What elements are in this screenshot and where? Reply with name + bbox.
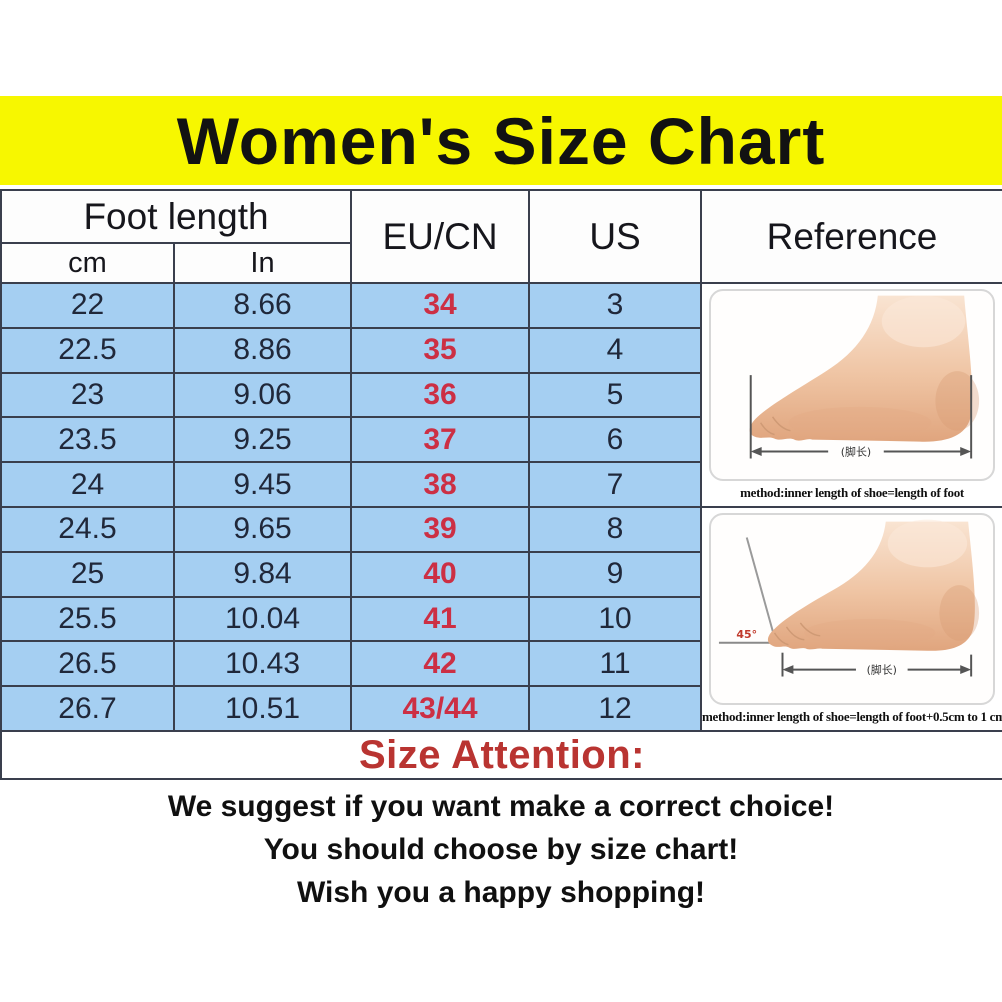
cell-eu-cn: 37 <box>350 416 531 464</box>
cell-us: 3 <box>528 282 703 329</box>
cell-us: 11 <box>528 640 703 688</box>
table-row: 26.5 10.43 42 11 <box>0 640 1002 688</box>
cell-us: 9 <box>528 550 703 598</box>
title-banner: Women's Size Chart <box>0 96 1002 185</box>
table-row: 24.5 9.65 39 8 <box>0 506 1002 732</box>
cell-eu-cn: 40 <box>350 550 531 598</box>
col-header-reference: Reference <box>700 189 1002 284</box>
foot-photo-1: (脚长) <box>709 289 996 481</box>
cell-eu-cn: 42 <box>350 640 531 688</box>
cell-us: 12 <box>528 685 703 732</box>
shopping-notes: We suggest if you want make a correct ch… <box>0 785 1002 914</box>
col-header-foot-length: Foot length <box>0 189 353 244</box>
cell-in: 10.51 <box>172 685 353 732</box>
table-row: 25 9.84 40 9 <box>0 550 1002 598</box>
cell-eu-cn: 41 <box>350 595 531 643</box>
col-header-cm: cm <box>0 242 175 284</box>
cell-eu-cn: 35 <box>350 326 531 374</box>
cell-us: 5 <box>528 371 703 419</box>
cell-cm: 26.7 <box>0 685 175 732</box>
cell-cm: 23.5 <box>0 416 175 464</box>
cell-eu-cn: 38 <box>350 461 531 508</box>
table-row: 23.5 9.25 37 6 <box>0 416 1002 464</box>
foot-measure-figure-2: 45° (脚长) method:inner length of shoe=len… <box>702 509 1002 729</box>
cell-in: 9.06 <box>172 371 353 419</box>
table-row: 22 8.66 34 3 <box>0 282 1002 508</box>
size-table: Foot length EU/CN US Reference cm In 22 … <box>0 189 1002 780</box>
note-line-2: You should choose by size chart! <box>263 833 739 866</box>
cell-cm: 24.5 <box>0 506 175 553</box>
cell-eu-cn: 43/44 <box>350 685 531 732</box>
table-row: 26.7 10.51 43/44 12 <box>0 685 1002 732</box>
cell-cm: 22.5 <box>0 326 175 374</box>
table-row: 25.5 10.04 41 10 <box>0 595 1002 643</box>
method-caption-1: method:inner length of shoe=length of fo… <box>740 485 964 500</box>
reference-cell-1: (脚长) method:inner length of shoe=length … <box>700 282 1002 508</box>
foot-photo-2: 45° (脚长) <box>709 513 996 705</box>
cell-in: 9.45 <box>172 461 353 508</box>
cell-in: 10.04 <box>172 595 353 643</box>
attention-row: Size Attention: <box>0 730 1002 780</box>
table-row: 22.5 8.86 35 4 <box>0 326 1002 374</box>
cell-cm: 22 <box>0 282 175 329</box>
cell-in: 10.43 <box>172 640 353 688</box>
cell-us: 4 <box>528 326 703 374</box>
foot-measure-figure-1: (脚长) method:inner length of shoe=length … <box>703 285 1002 505</box>
cell-eu-cn: 36 <box>350 371 531 419</box>
foot-length-measure-label: (脚长) <box>841 445 871 459</box>
cell-us: 7 <box>528 461 703 508</box>
table-row: 24 9.45 38 7 <box>0 461 1002 508</box>
method-caption-2: method:inner length of shoe=length of fo… <box>702 709 1002 724</box>
cell-cm: 23 <box>0 371 175 419</box>
page-title: Women's Size Chart <box>176 103 826 178</box>
angle-45-label: 45° <box>736 628 757 641</box>
cell-eu-cn: 34 <box>350 282 531 329</box>
cell-cm: 25.5 <box>0 595 175 643</box>
foot-length-measure-label: (脚长) <box>867 663 897 677</box>
col-header-us: US <box>528 189 703 284</box>
note-line-1: We suggest if you want make a correct ch… <box>167 790 835 823</box>
cell-eu-cn: 39 <box>350 506 531 553</box>
cell-in: 8.66 <box>172 282 353 329</box>
foot-45-degree-illustration: 45° (脚长) <box>718 519 980 677</box>
cell-us: 8 <box>528 506 703 553</box>
cell-cm: 26.5 <box>0 640 175 688</box>
cell-in: 9.84 <box>172 550 353 598</box>
reference-cell-2: 45° (脚长) method:inner length of shoe=len… <box>700 506 1002 732</box>
cell-in: 8.86 <box>172 326 353 374</box>
cell-cm: 25 <box>0 550 175 598</box>
attention-title: Size Attention: <box>0 730 1002 780</box>
foot-side-view-illustration: (脚长) <box>749 295 980 459</box>
col-header-in: In <box>172 242 353 284</box>
table-row: 23 9.06 36 5 <box>0 371 1002 419</box>
note-line-3: Wish you a happy shopping! <box>296 876 706 909</box>
cell-in: 9.25 <box>172 416 353 464</box>
col-header-eu-cn: EU/CN <box>350 189 531 284</box>
cell-us: 10 <box>528 595 703 643</box>
cell-cm: 24 <box>0 461 175 508</box>
cell-us: 6 <box>528 416 703 464</box>
cell-in: 9.65 <box>172 506 353 553</box>
